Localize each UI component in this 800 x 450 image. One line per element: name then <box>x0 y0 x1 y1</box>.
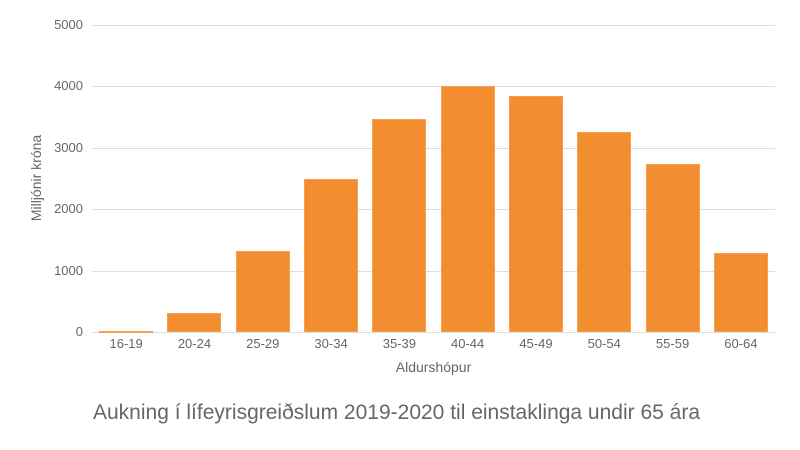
bar-20-24[interactable] <box>167 312 222 332</box>
gridline <box>92 25 775 26</box>
bar-50-54[interactable] <box>577 132 632 332</box>
x-tick-label: 45-49 <box>519 336 553 351</box>
x-tick-label: 30-34 <box>314 336 348 351</box>
bar-60-64[interactable] <box>713 253 768 332</box>
x-tick-label: 55-59 <box>655 336 690 351</box>
y-axis-label: Milljónir króna <box>28 134 44 222</box>
x-tick-label: 25-29 <box>246 336 280 351</box>
y-tick-label: 2000 <box>54 201 83 216</box>
bar-30-34[interactable] <box>304 178 359 332</box>
bar-35-39[interactable] <box>372 118 427 332</box>
bar-45-49[interactable] <box>508 95 563 332</box>
bar-55-59[interactable] <box>645 163 700 332</box>
x-tick-label: 35-39 <box>382 336 416 351</box>
y-tick-label: 1000 <box>54 263 83 278</box>
y-tick-label: 3000 <box>54 140 83 155</box>
bar-16-19[interactable] <box>99 331 154 333</box>
gridline <box>92 86 775 87</box>
gridline <box>92 148 775 149</box>
y-tick-label: 0 <box>75 324 83 339</box>
x-axis-label: Aldurshópur <box>395 359 472 375</box>
gridline <box>92 209 775 210</box>
chart-title: Aukning í lífeyrisgreiðslum 2019-2020 ti… <box>93 401 701 424</box>
x-tick-label: 60-64 <box>724 336 758 351</box>
y-tick-label: 5000 <box>54 17 83 32</box>
bar-40-44[interactable] <box>440 86 495 332</box>
x-tick-label: 20-24 <box>177 336 212 351</box>
x-tick-label: 16-19 <box>109 336 143 351</box>
y-tick-label: 4000 <box>54 78 83 93</box>
x-tick-label: 40-44 <box>451 336 485 351</box>
gridline <box>92 271 775 272</box>
bar-25-29[interactable] <box>235 250 290 332</box>
x-tick-label: 50-54 <box>587 336 621 351</box>
gridline <box>92 332 775 333</box>
